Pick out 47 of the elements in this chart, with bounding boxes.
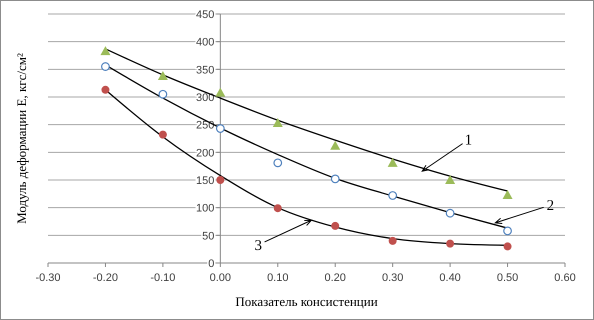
point [330,174,340,184]
x-axis-title: Показатель консистенции [235,294,378,309]
point [101,62,110,71]
y-tick-label: 100 [196,202,214,215]
point [158,130,167,139]
point [388,191,398,200]
point [274,204,282,212]
point [388,236,397,245]
point [216,124,225,133]
y-tick-label: 50 [202,230,214,242]
y-tick-label: 350 [196,64,214,76]
y-tick-label: 300 [196,92,214,104]
y-tick-label: 400 [196,36,214,49]
x-tick-label: 0.30 [382,272,404,284]
point [273,158,282,168]
x-tick-label: 0.20 [324,272,346,284]
x-tick-label: -0.20 [92,272,118,284]
point [502,190,513,199]
point [215,88,226,97]
x-tick-label: 0.00 [210,272,232,284]
y-tick-label: 200 [196,147,214,160]
x-tick-label: -0.10 [150,272,176,284]
y-axis-title: Модуль деформации E, кгс/см² [14,53,29,224]
y-tick-label: 150 [196,175,214,187]
x-tick-label: 0.60 [554,272,576,284]
point [331,222,340,230]
point [158,70,168,80]
x-tick-label: -0.30 [35,272,61,284]
annotation: 1 [464,132,472,149]
point [216,176,224,184]
point [388,158,398,167]
point [446,208,455,218]
x-tick-label: 0.50 [496,272,518,284]
point [100,46,110,56]
x-tick-label: 0.40 [439,272,461,284]
annotation: 2 [546,198,554,214]
point [330,140,340,150]
point [101,86,110,94]
point [445,175,456,184]
point [446,240,454,248]
point [503,226,512,236]
x-tick-label: 0.10 [267,272,288,284]
point [504,242,512,250]
y-tick-label: 450 [196,9,214,21]
annotation: 3 [254,238,262,254]
point [272,118,283,128]
point [158,90,168,99]
